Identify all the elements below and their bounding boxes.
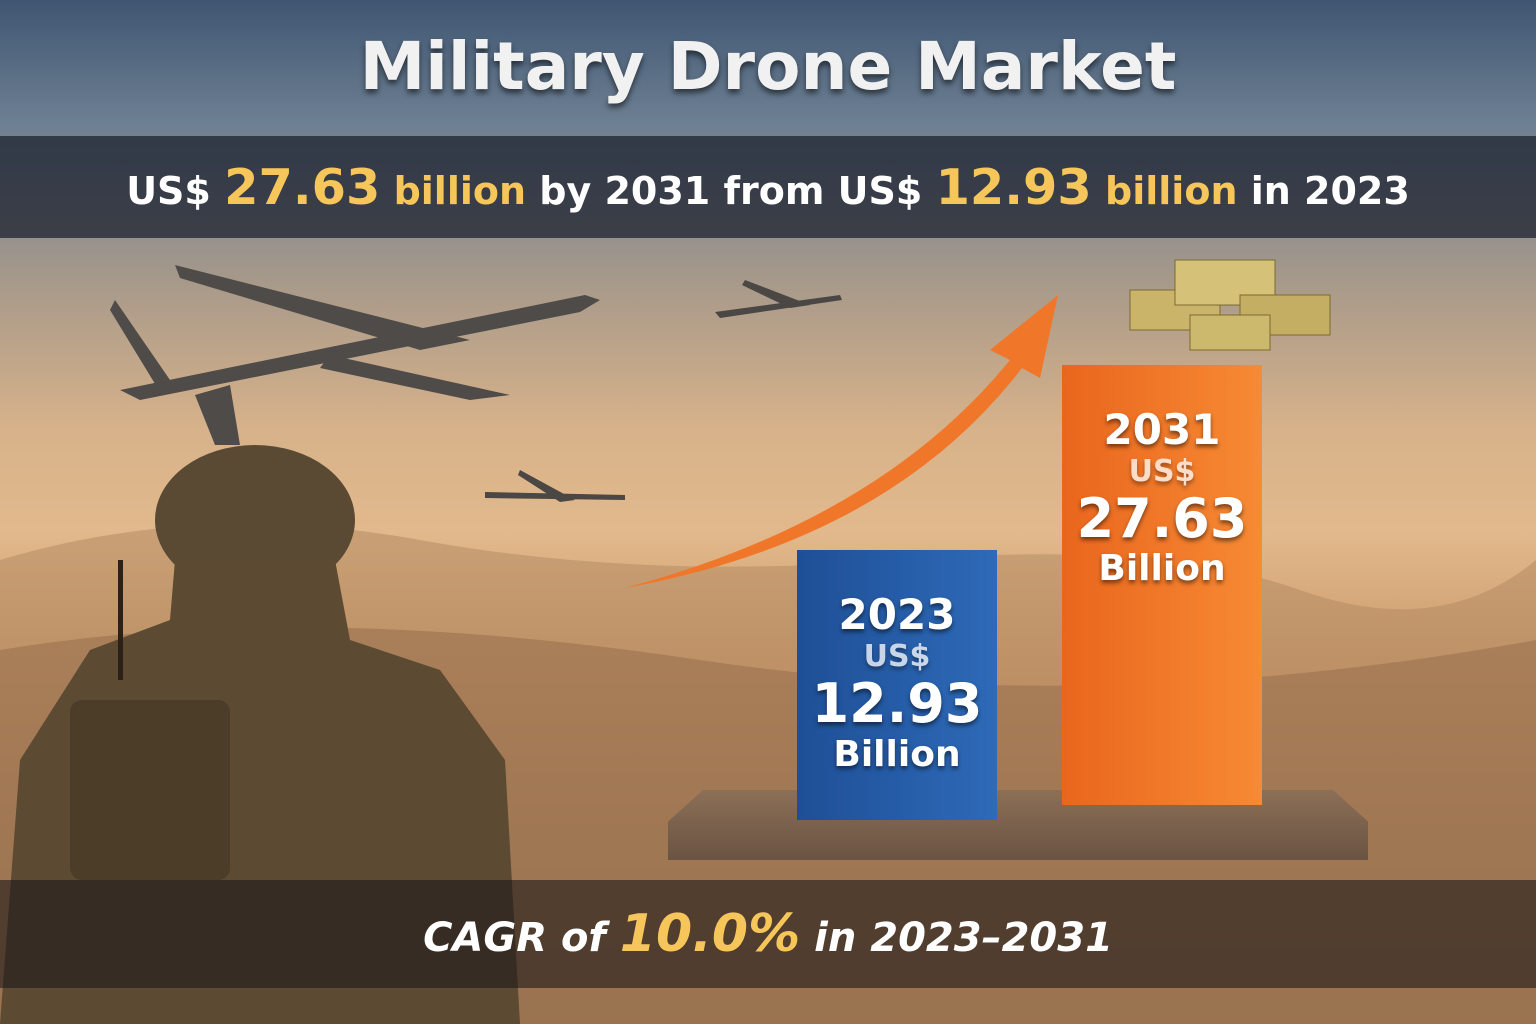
bar-year-label: 2031 — [1103, 405, 1221, 454]
bar-value-label: 12.93 — [811, 672, 983, 736]
bar-currency-label: US$ — [863, 639, 931, 675]
bar-unit-label: Billion — [1098, 548, 1226, 590]
subtitle-value-2023: 12.93 — [935, 158, 1092, 216]
drone-large-icon — [110, 265, 600, 445]
bar-platform — [668, 790, 1368, 860]
bar-2023: 2023 US$ 12.93 Billion — [797, 550, 997, 820]
cagr-prefix: CAGR of — [423, 915, 606, 961]
bar-year-label: 2023 — [838, 590, 956, 640]
cagr-banner: CAGR of 10.0% in 2023–2031 — [0, 880, 1536, 988]
subtitle-unit2: billion — [1105, 169, 1238, 213]
bar-2031: 2031 US$ 27.63 Billion — [1062, 365, 1262, 805]
bar-value-label: 27.63 — [1076, 487, 1248, 550]
money-stack-icon — [1129, 259, 1331, 351]
drone-small-icon — [485, 280, 842, 502]
subtitle-suffix: in 2023 — [1250, 169, 1410, 213]
bar-unit-label: Billion — [833, 733, 961, 775]
subtitle-unit1: billion — [393, 169, 527, 213]
page-title: Military Drone Market — [359, 28, 1177, 105]
cagr-suffix: in 2023–2031 — [814, 915, 1113, 961]
subtitle-banner: US$ 27.63 billion by 2031 from US$ 12.93… — [0, 136, 1536, 238]
growth-arrow — [625, 295, 1058, 588]
subtitle-value-2031: 27.63 — [224, 158, 381, 216]
subtitle-mid: by 2031 from US$ — [539, 169, 923, 213]
bar-currency-label: US$ — [1128, 454, 1196, 489]
cagr-value: 10.0% — [619, 904, 801, 964]
subtitle-prefix: US$ — [126, 169, 211, 213]
